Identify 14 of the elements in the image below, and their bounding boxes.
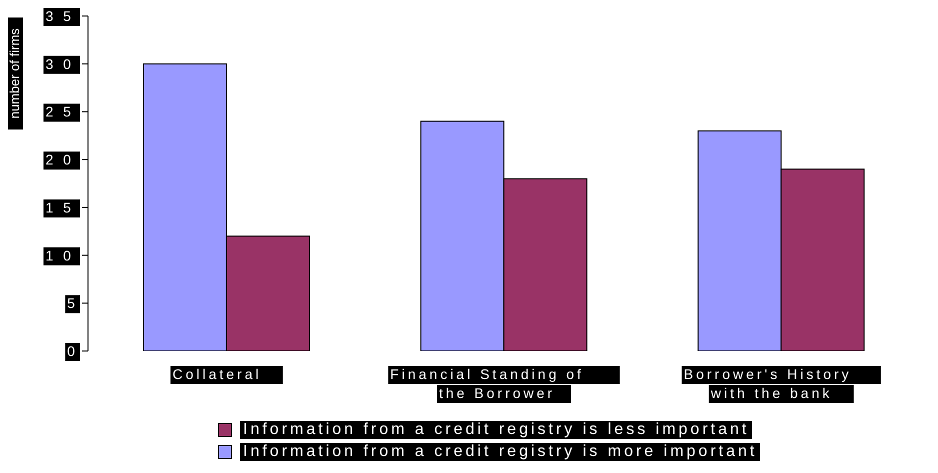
x-tick-label: Borrower's History with the bank — [684, 366, 852, 401]
legend-label: Information from a credit registry is more important — [240, 443, 760, 461]
y-tick-label: 2 5 — [45, 104, 74, 120]
y-tick-label: 5 — [67, 295, 78, 312]
y-tick-label: 2 0 — [45, 152, 74, 168]
y-tick-label: 1 5 — [45, 199, 74, 216]
y-axis-title: number of firms — [7, 28, 22, 119]
y-tick-label: 3 0 — [45, 56, 74, 72]
y-tick-label: 3 5 — [45, 8, 74, 24]
y-tick-label: 1 0 — [45, 247, 74, 264]
legend-label: Information from a credit registry is less important — [240, 421, 752, 439]
x-tick-label: Financial Standing of the Borrower — [390, 366, 584, 401]
y-tick-label: 0 — [67, 343, 78, 359]
x-tick-label: Collateral — [172, 366, 262, 382]
